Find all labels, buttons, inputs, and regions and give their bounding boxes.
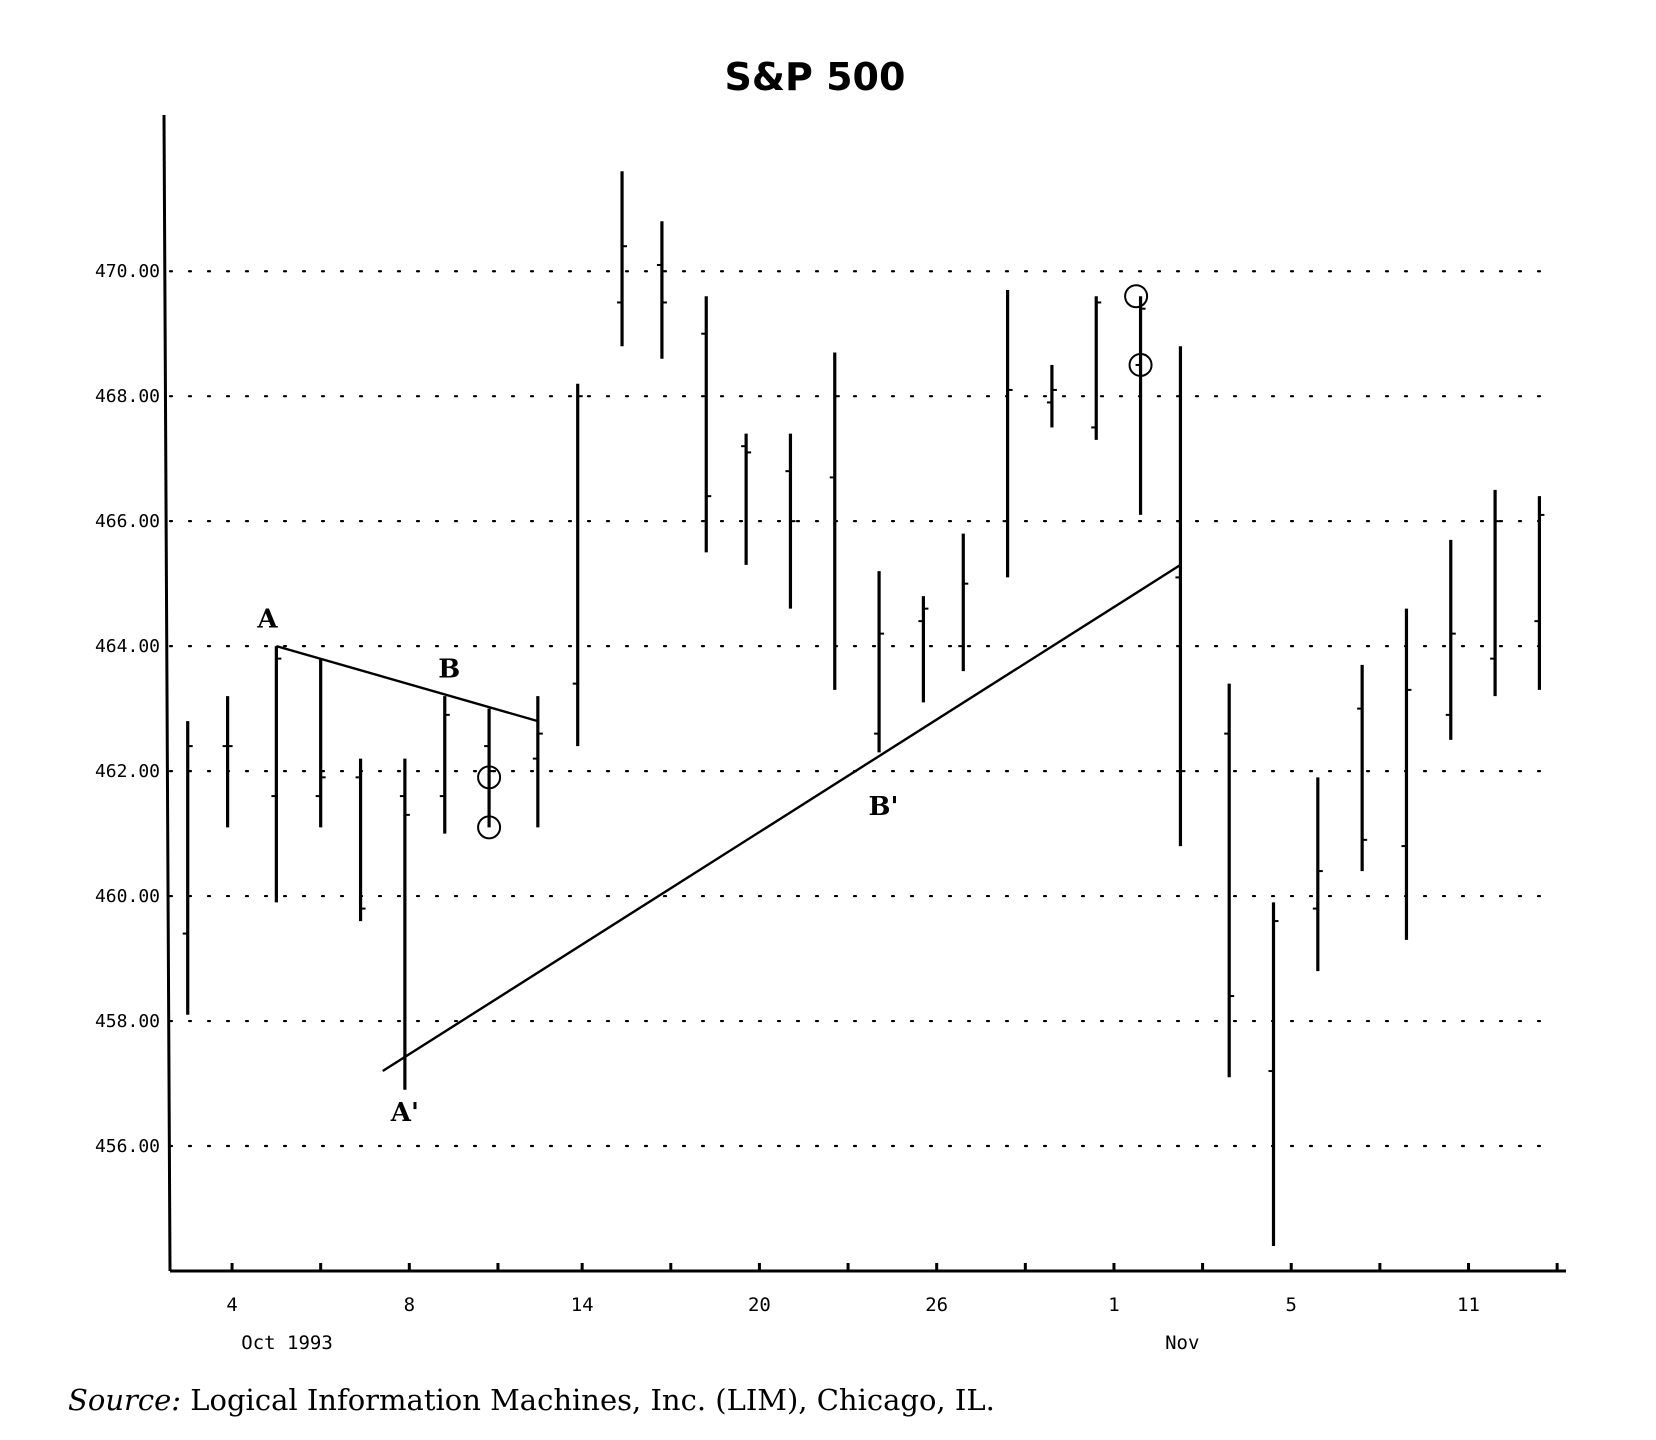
ohlc-bar xyxy=(399,758,410,1090)
y-tick-label: 464.00 xyxy=(95,636,160,657)
trendline xyxy=(382,563,1182,1073)
ohlc-bar xyxy=(1268,902,1279,1247)
x-tick-label: 5 xyxy=(1286,1294,1297,1316)
ohlc-bar xyxy=(701,296,712,553)
ohlc-bar xyxy=(1091,296,1102,440)
ohlc-bar xyxy=(741,433,752,565)
trendline xyxy=(276,644,539,723)
circle-marker xyxy=(1124,284,1149,309)
x-tick-label: 14 xyxy=(571,1294,594,1316)
y-tick-label: 462.00 xyxy=(95,761,160,782)
ohlc-bar xyxy=(1490,489,1501,697)
ohlc-bar xyxy=(355,758,366,922)
ohlc-bar xyxy=(656,221,667,359)
ohlc-bar xyxy=(271,646,282,903)
y-axis: 456.00 458.00 460.00 462.00 464.00 466.00 468.… xyxy=(95,114,172,1272)
ohlc-bar xyxy=(1224,683,1235,1078)
y-tick-label: 460.00 xyxy=(95,886,160,907)
ohlc-bar xyxy=(874,571,885,753)
circle-markers xyxy=(477,284,1153,840)
x-tick-label: 1 xyxy=(1108,1294,1119,1316)
ohlc-bar xyxy=(532,696,543,828)
source-label: Source: xyxy=(68,1383,182,1417)
gridlines xyxy=(168,270,1547,1148)
circle-marker xyxy=(1128,352,1153,377)
ohlc-bar xyxy=(918,596,929,703)
ohlc-bar xyxy=(958,533,969,672)
x-period-label: Nov xyxy=(1165,1332,1199,1354)
ohlc-bar xyxy=(785,433,796,609)
ohlc-bar xyxy=(1135,296,1146,515)
circle-marker xyxy=(477,765,502,790)
annotation-label: A' xyxy=(390,1098,419,1128)
ohlc-bar xyxy=(315,658,326,828)
x-tick-label: 20 xyxy=(748,1294,771,1316)
ohlc-bar xyxy=(1534,496,1545,690)
annotation-label: A xyxy=(256,604,278,634)
ohlc-bar xyxy=(829,352,840,690)
x-period-label: Oct 1993 xyxy=(241,1332,333,1354)
trendlines xyxy=(276,563,1182,1073)
source-note: Source: Logical Information Machines, In… xyxy=(68,1383,995,1417)
y-axis-line xyxy=(162,114,172,1272)
y-tick-label: 468.00 xyxy=(95,386,160,407)
annotation-label: B' xyxy=(869,792,899,822)
ohlc-bar xyxy=(572,383,583,747)
ohlc-bar xyxy=(439,696,450,834)
x-tick-label: 26 xyxy=(925,1294,948,1316)
x-tick-label: 11 xyxy=(1457,1294,1480,1316)
annotation-label: B xyxy=(438,654,460,684)
ohlc-bar xyxy=(617,171,628,347)
chart-title: S&P 500 xyxy=(725,55,906,99)
y-tick-label: 470.00 xyxy=(95,261,160,282)
x-axis: 4 8 14 20 26 1 5 11 Oct 1993 Nov xyxy=(170,1263,1566,1354)
ohlc-bar xyxy=(1312,777,1323,972)
ohlc-bar xyxy=(1046,364,1057,428)
ohlc-bar xyxy=(1002,289,1013,578)
ohlc-bar xyxy=(1445,539,1456,740)
x-tick-label: 4 xyxy=(226,1294,237,1316)
ohlc-bar xyxy=(1175,346,1186,847)
y-tick-label: 458.00 xyxy=(95,1011,160,1032)
ohlc-bar xyxy=(182,721,193,1015)
price-bars xyxy=(182,171,1545,1247)
ohlc-bar xyxy=(1357,664,1368,872)
y-tick-label: 466.00 xyxy=(95,511,160,532)
ohlc-bar xyxy=(222,696,233,828)
circle-marker xyxy=(477,815,502,840)
x-tick-label: 8 xyxy=(404,1294,415,1316)
annotations: A B A' B' xyxy=(256,604,898,1128)
ohlc-bar xyxy=(1401,608,1412,940)
source-text: Logical Information Machines, Inc. (LIM)… xyxy=(190,1383,995,1417)
y-tick-label: 456.00 xyxy=(95,1136,160,1157)
ohlc-bar xyxy=(484,708,495,828)
